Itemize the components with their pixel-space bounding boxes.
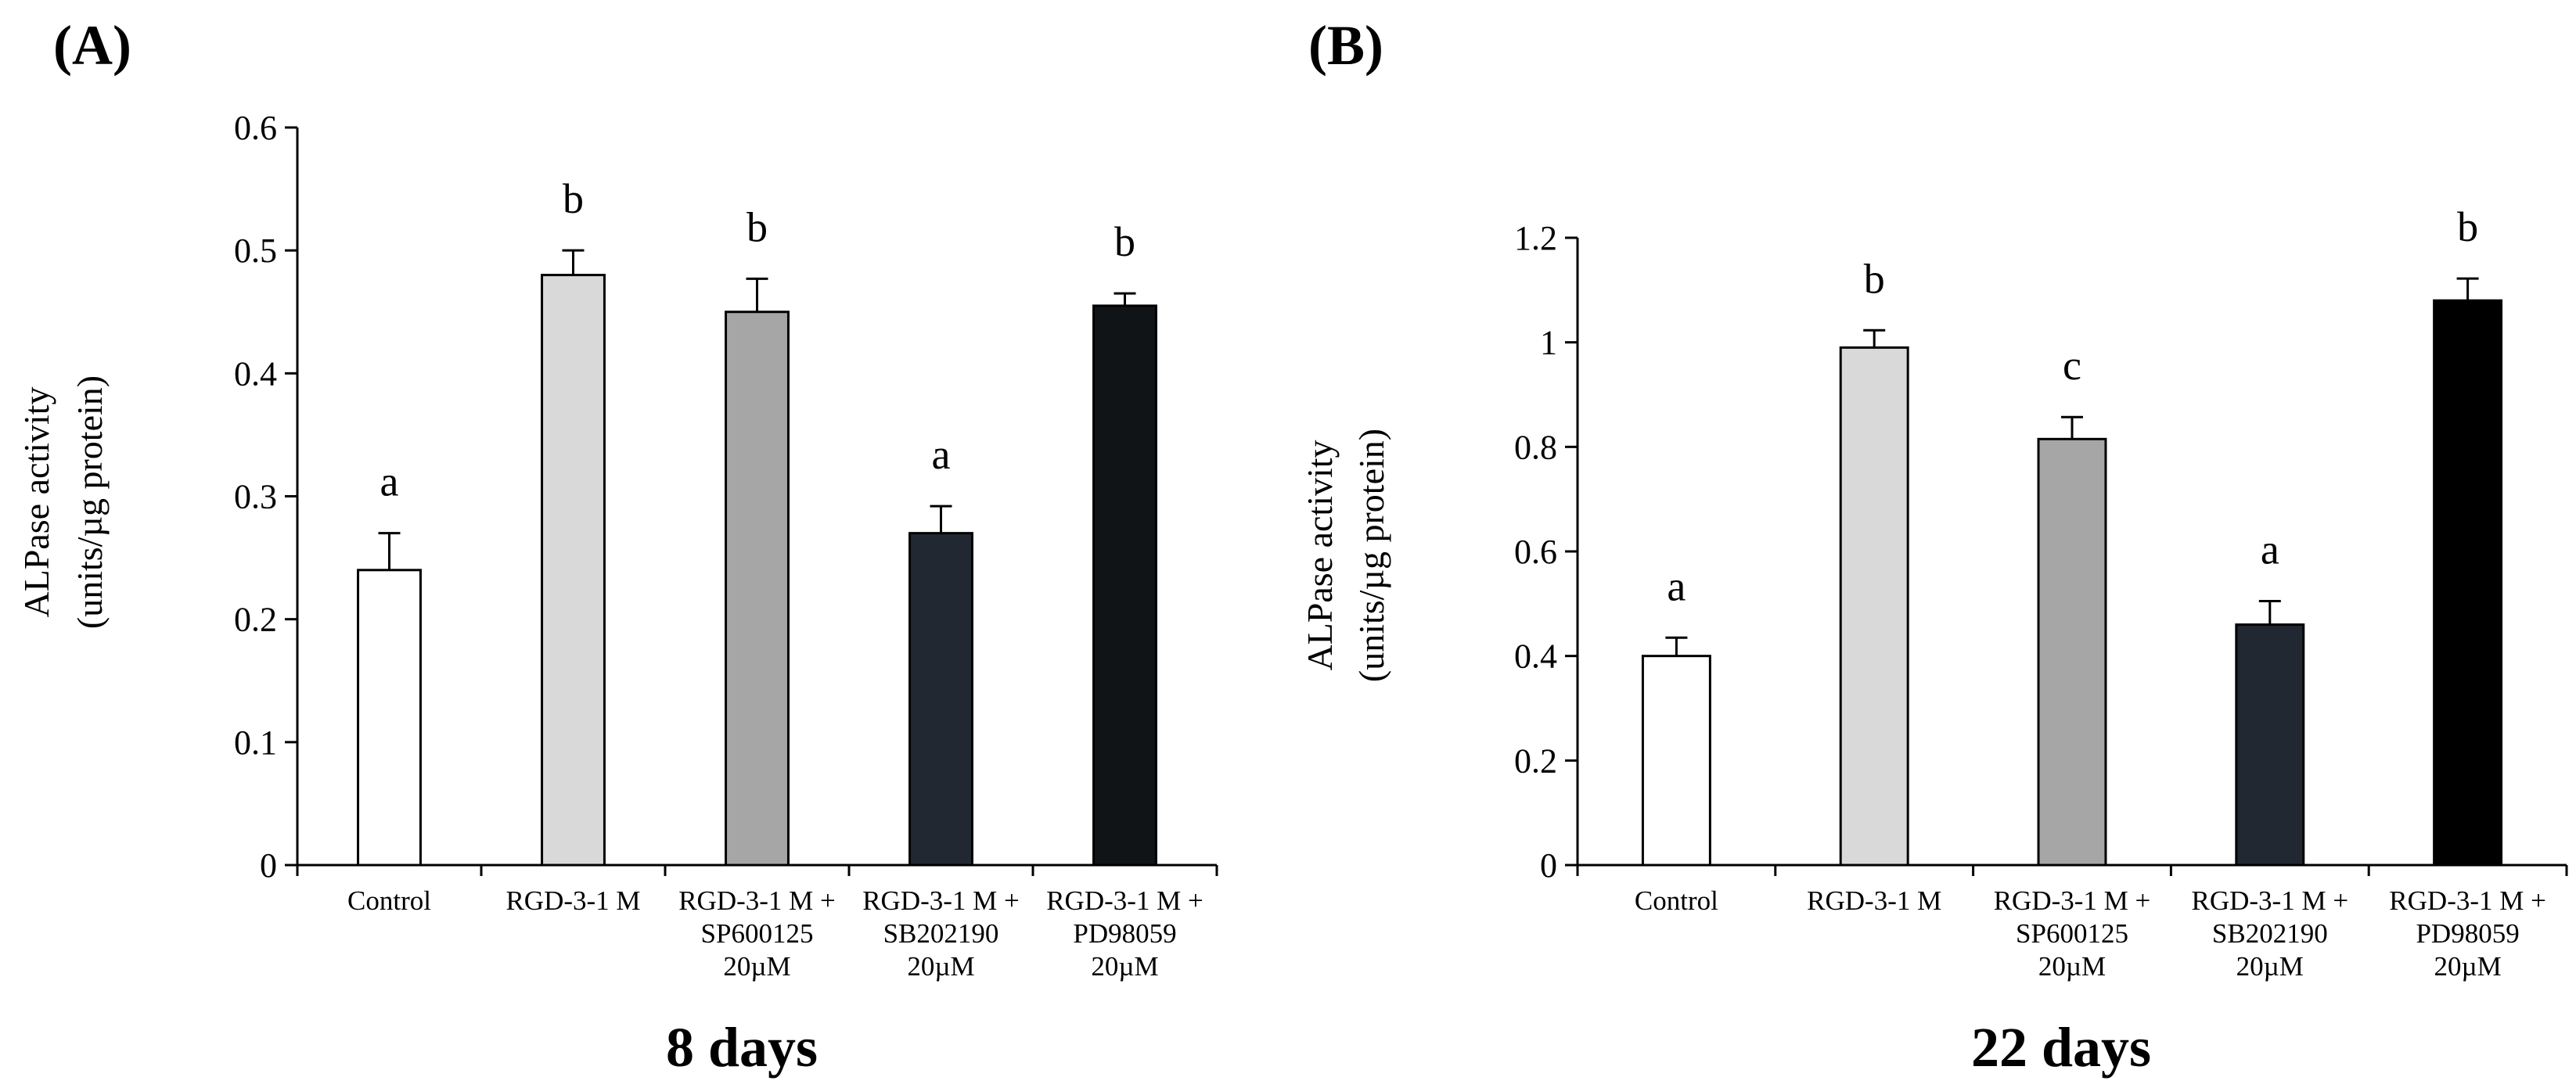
y-tick-label: 0.4 bbox=[234, 354, 277, 393]
category-label: RGD-3-1 M + bbox=[2389, 885, 2546, 916]
significance-letter: a bbox=[380, 458, 399, 505]
significance-letter: b bbox=[563, 175, 584, 222]
significance-letter: b bbox=[1114, 218, 1135, 265]
panel-label: (A) bbox=[53, 14, 131, 77]
category-label: 20µM bbox=[1091, 951, 1158, 982]
y-axis-title: ALPase activity bbox=[16, 386, 56, 617]
y-tick-label: 1 bbox=[1540, 324, 1557, 362]
y-axis-title: (units/µg protein) bbox=[1351, 429, 1391, 682]
category-label: 20µM bbox=[2236, 951, 2304, 982]
category-label: PD98059 bbox=[1073, 918, 1176, 949]
panel-b-chart: (B) 0 0.2 0.4 0.6 0.8 1 1.2 a Control b RGD-3-1 M c R… bbox=[1300, 14, 2568, 1079]
x-axis-title: 22 days bbox=[1971, 1016, 2151, 1079]
significance-letter: c bbox=[2063, 342, 2081, 389]
y-tick-label: 0.2 bbox=[1514, 741, 1557, 780]
y-tick-label: 0.4 bbox=[1514, 637, 1557, 676]
bar bbox=[1641, 655, 1711, 867]
bar bbox=[2433, 299, 2503, 867]
category-label: 20µM bbox=[723, 951, 790, 982]
category-label: PD98059 bbox=[2416, 918, 2519, 949]
category-label: RGD-3-1 M + bbox=[2192, 885, 2349, 916]
y-axis-title: ALPase activity bbox=[1300, 440, 1340, 670]
significance-letter: b bbox=[747, 203, 768, 250]
bar bbox=[1839, 346, 1909, 867]
y-tick-label: 0.3 bbox=[234, 478, 277, 516]
category-label: RGD-3-1 M + bbox=[678, 885, 836, 916]
significance-letter: a bbox=[1667, 562, 1686, 609]
category-label: RGD-3-1 M + bbox=[1046, 885, 1203, 916]
bar bbox=[1092, 304, 1157, 867]
category-label: RGD-3-1 M bbox=[1807, 885, 1941, 916]
significance-letter: a bbox=[932, 431, 951, 478]
panel-label: (B) bbox=[1308, 14, 1383, 77]
y-tick-label: 0.8 bbox=[1514, 428, 1557, 466]
category-label: SP600125 bbox=[701, 918, 814, 949]
y-tick-label: 0.6 bbox=[1514, 533, 1557, 571]
bar bbox=[2235, 623, 2305, 867]
category-label: 20µM bbox=[2434, 951, 2501, 982]
category-label: 20µM bbox=[907, 951, 974, 982]
bar bbox=[908, 532, 973, 867]
y-tick-label: 0.2 bbox=[234, 601, 277, 639]
x-axis-title: 8 days bbox=[666, 1016, 818, 1079]
significance-letter: a bbox=[2261, 526, 2279, 573]
bar bbox=[2037, 437, 2107, 867]
y-tick-label: 0 bbox=[1540, 846, 1557, 885]
category-label: SB202190 bbox=[2212, 918, 2328, 949]
category-label: SP600125 bbox=[2016, 918, 2128, 949]
significance-letter: b bbox=[2457, 203, 2478, 250]
y-tick-label: 0.1 bbox=[234, 724, 277, 762]
bar bbox=[357, 569, 422, 867]
y-tick-label: 0 bbox=[260, 846, 277, 885]
significance-letter: b bbox=[1864, 255, 1885, 302]
category-label: RGD-3-1 M + bbox=[862, 885, 1020, 916]
category-label: RGD-3-1 M + bbox=[1994, 885, 2151, 916]
y-tick-label: 0.6 bbox=[234, 109, 277, 147]
category-label: SB202190 bbox=[883, 918, 999, 949]
bar bbox=[541, 274, 606, 867]
category-label: Control bbox=[1635, 885, 1718, 916]
panel-a-chart: (A) 0 0.1 0.2 0.3 0.4 0.5 0.6 a Control b RGD-3-1 M… bbox=[16, 14, 1218, 1079]
category-label: 20µM bbox=[2038, 951, 2106, 982]
category-label: RGD-3-1 M bbox=[505, 885, 640, 916]
bar bbox=[725, 311, 790, 867]
y-axis-title: (units/µg protein) bbox=[70, 375, 110, 629]
category-label: Control bbox=[347, 885, 431, 916]
y-tick-label: 1.2 bbox=[1514, 219, 1557, 257]
y-tick-label: 0.5 bbox=[234, 232, 277, 270]
